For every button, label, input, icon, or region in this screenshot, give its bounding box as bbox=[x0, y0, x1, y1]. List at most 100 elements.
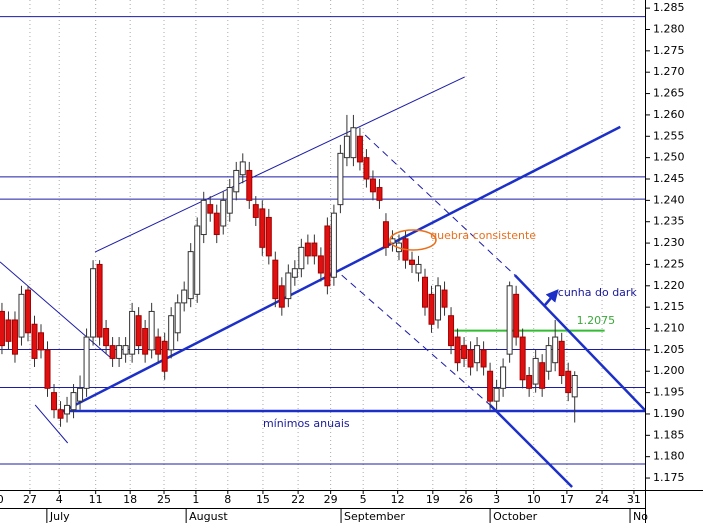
candle-body bbox=[135, 315, 142, 347]
trend-line bbox=[364, 134, 516, 276]
candle-body bbox=[571, 375, 578, 398]
y-tick-label: 1.260 bbox=[653, 108, 685, 121]
x-tick-label: 17 bbox=[560, 493, 574, 506]
month-label: October bbox=[493, 510, 537, 523]
y-tick-label: 1.235 bbox=[653, 215, 685, 228]
candle-body bbox=[194, 225, 201, 295]
y-tick-label: 1.175 bbox=[653, 471, 685, 484]
candle-body bbox=[298, 246, 305, 270]
candle-body bbox=[506, 285, 513, 355]
candle-body bbox=[259, 208, 266, 248]
trend-line bbox=[0, 261, 111, 358]
candle-body bbox=[422, 276, 429, 308]
candle-body bbox=[122, 345, 129, 355]
candle-body bbox=[83, 336, 90, 389]
annotation: quebra consistente bbox=[430, 229, 536, 242]
candle-body bbox=[356, 135, 363, 163]
y-tick-label: 1.205 bbox=[653, 343, 685, 356]
candle-body bbox=[31, 323, 38, 359]
candle-body bbox=[474, 345, 481, 364]
month-label: August bbox=[189, 510, 228, 523]
candle-body bbox=[77, 387, 84, 402]
y-tick-label: 1.265 bbox=[653, 87, 685, 100]
candle-body bbox=[252, 204, 259, 218]
candle-body bbox=[148, 310, 155, 351]
candle-body bbox=[233, 169, 240, 193]
candle-body bbox=[441, 289, 448, 308]
candle-body bbox=[155, 336, 162, 355]
candle-body bbox=[376, 187, 383, 201]
candle-body bbox=[448, 315, 455, 347]
candle-body bbox=[487, 370, 494, 402]
y-tick-label: 1.230 bbox=[653, 236, 685, 249]
x-tick-label: 31 bbox=[627, 493, 641, 506]
candle-body bbox=[129, 310, 136, 355]
y-tick-label: 1.240 bbox=[653, 193, 685, 206]
candle-body bbox=[337, 152, 344, 206]
candle-body bbox=[545, 345, 552, 372]
trend-line bbox=[513, 274, 645, 411]
candle-body bbox=[24, 289, 31, 334]
month-label: September bbox=[344, 510, 405, 523]
candle-body bbox=[116, 345, 123, 359]
candle-body bbox=[304, 242, 311, 257]
y-tick-label: 1.180 bbox=[653, 450, 685, 463]
x-tick-label: 8 bbox=[224, 493, 231, 506]
x-tick-label: 19 bbox=[426, 493, 440, 506]
candle-body bbox=[0, 310, 5, 347]
candle-body bbox=[181, 289, 188, 304]
candle-body bbox=[311, 242, 318, 257]
candle-body bbox=[187, 251, 194, 300]
candle-body bbox=[246, 169, 253, 201]
x-tick-label: 4 bbox=[56, 493, 63, 506]
candle-body bbox=[278, 285, 285, 308]
candle-body bbox=[317, 255, 324, 274]
candle-body bbox=[291, 268, 298, 278]
candle-body bbox=[213, 212, 220, 236]
x-tick-label: 29 bbox=[324, 493, 338, 506]
candle-body bbox=[350, 127, 357, 159]
trend-line bbox=[61, 125, 621, 413]
candle-body bbox=[435, 285, 442, 321]
candle-body bbox=[103, 328, 110, 347]
annotation: mínimos anuais bbox=[263, 417, 350, 430]
candle-body bbox=[265, 216, 272, 257]
candle-body bbox=[64, 404, 71, 415]
candle-body bbox=[51, 392, 58, 411]
x-tick-label: 24 bbox=[595, 493, 609, 506]
highlight-ellipse bbox=[389, 229, 437, 251]
candle-body bbox=[428, 293, 435, 325]
candle-body bbox=[558, 340, 565, 377]
y-tick-label: 1.210 bbox=[653, 322, 685, 335]
month-label: No bbox=[633, 510, 648, 523]
candle-body bbox=[369, 178, 376, 193]
x-tick-label: 12 bbox=[391, 493, 405, 506]
x-tick-label: 26 bbox=[459, 493, 473, 506]
annotation: cunha do dark bbox=[558, 286, 638, 299]
candle-body bbox=[513, 293, 520, 338]
candle-body bbox=[142, 328, 149, 355]
candle-body bbox=[519, 336, 526, 381]
candle-body bbox=[168, 315, 175, 351]
candle-body bbox=[526, 375, 533, 389]
trend-line bbox=[341, 274, 491, 406]
x-tick-label: 18 bbox=[123, 493, 137, 506]
candle-body bbox=[18, 293, 25, 338]
candle-body bbox=[70, 392, 77, 411]
candle-body bbox=[500, 366, 507, 389]
x-tick-label: 15 bbox=[256, 493, 270, 506]
candle-body bbox=[207, 204, 214, 214]
y-tick-label: 1.250 bbox=[653, 151, 685, 164]
y-tick-label: 1.275 bbox=[653, 44, 685, 57]
x-tick-label: 1 bbox=[192, 493, 199, 506]
candle-body bbox=[552, 336, 559, 364]
y-tick-label: 1.280 bbox=[653, 22, 685, 35]
candle-body bbox=[461, 345, 468, 359]
y-tick-label: 1.245 bbox=[653, 172, 685, 185]
y-tick-label: 1.185 bbox=[653, 428, 685, 441]
candle-body bbox=[11, 319, 18, 355]
y-tick-label: 1.285 bbox=[653, 1, 685, 14]
candle-body bbox=[239, 161, 246, 176]
